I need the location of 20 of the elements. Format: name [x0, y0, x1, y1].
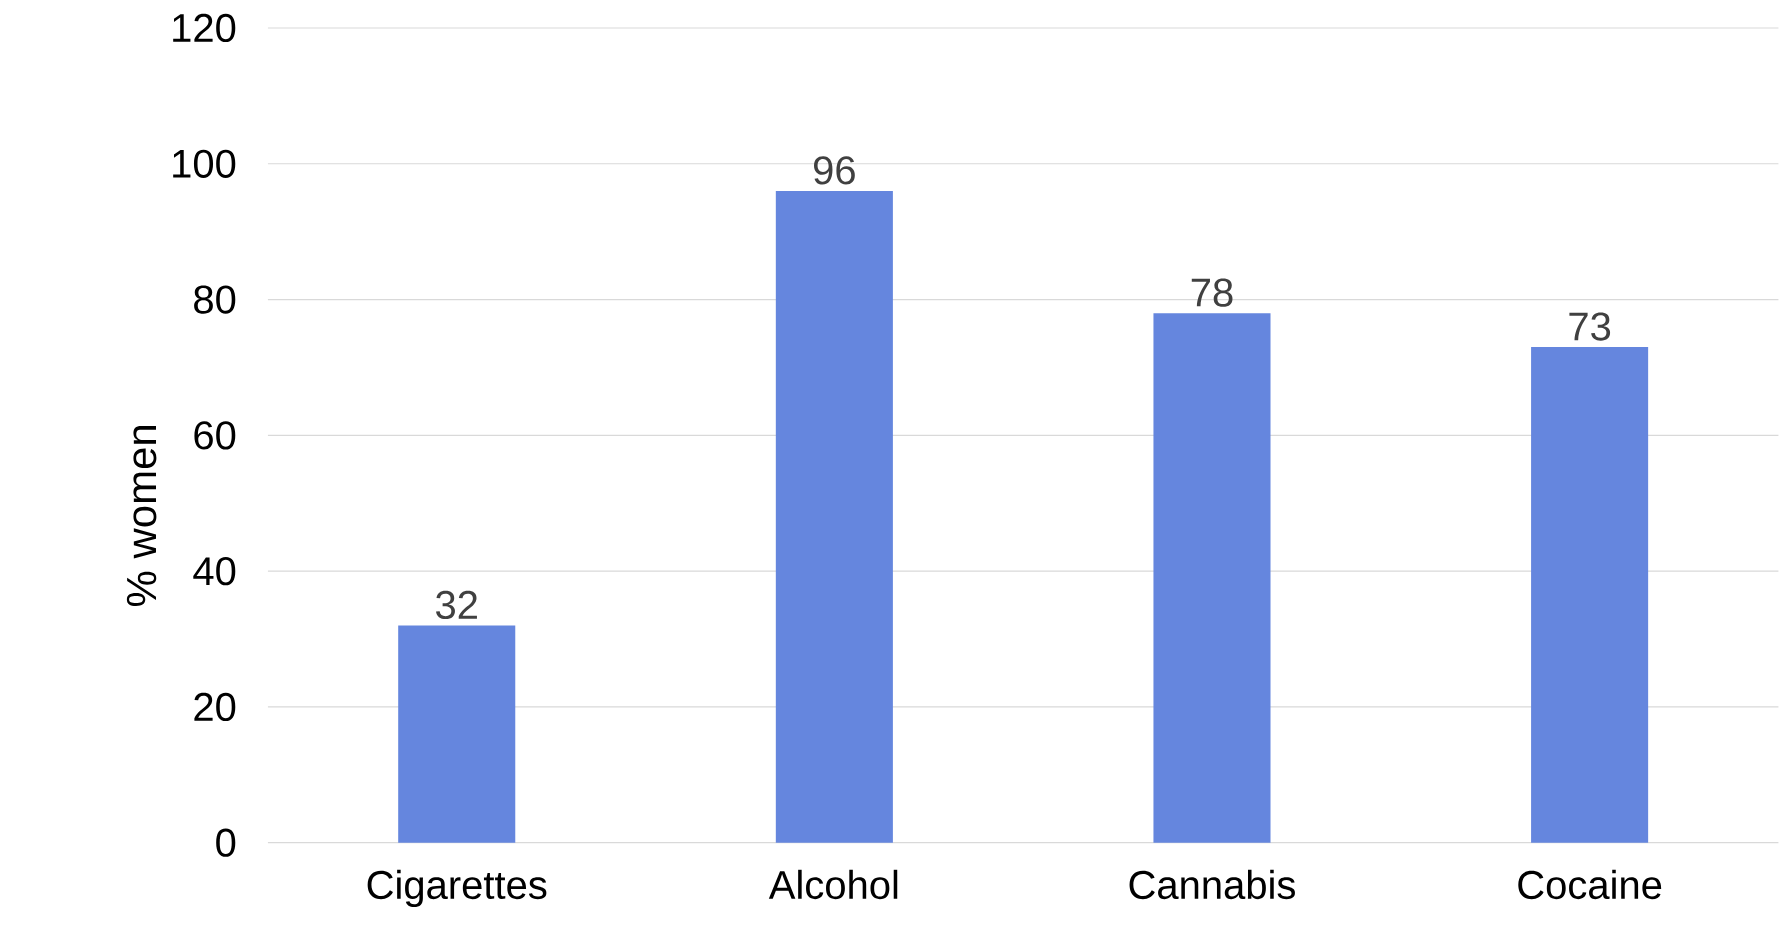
data-label: 96 — [814, 156, 855, 185]
bar — [1531, 347, 1649, 843]
y-tick-label: 120 — [173, 13, 236, 43]
bar — [398, 625, 516, 843]
y-tick-label: 100 — [173, 149, 236, 179]
x-tick-label: Cannabis — [1129, 869, 1295, 900]
bar — [1153, 313, 1271, 843]
y-tick-label: 0 — [216, 828, 236, 858]
x-tick-label: Cocaine — [1518, 869, 1662, 900]
data-label: 78 — [1191, 278, 1233, 307]
y-tick-label: 40 — [193, 557, 236, 586]
y-axis-title: % women — [126, 426, 157, 607]
y-tick-label: 60 — [194, 421, 236, 450]
data-label: 73 — [1569, 312, 1611, 341]
y-tick-label: 20 — [194, 692, 236, 722]
y-tick-label: 80 — [194, 285, 236, 314]
x-tick-label: Alcohol — [768, 869, 898, 900]
bar — [775, 191, 893, 843]
x-tick-label: Cigarettes — [367, 869, 547, 908]
data-label: 32 — [436, 590, 477, 620]
